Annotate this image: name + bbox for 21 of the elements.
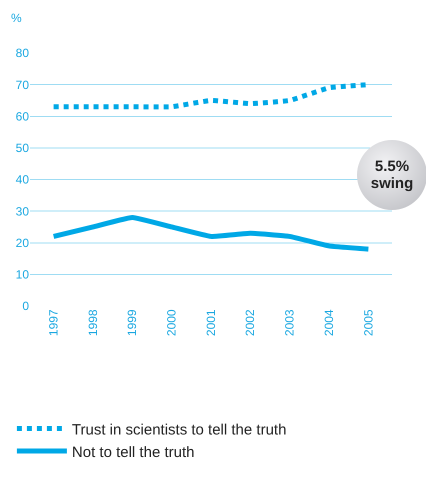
y-tick-label: 30	[16, 204, 30, 218]
y-tick-label: 70	[16, 78, 30, 92]
y-axis-title: %	[11, 11, 22, 25]
x-tick-label: 1998	[86, 309, 100, 336]
x-tick-label: 2002	[243, 309, 258, 336]
x-tick-label: 2000	[164, 309, 179, 336]
legend-label: Not to tell the truth	[72, 444, 194, 461]
x-tick-label: 2005	[361, 309, 376, 336]
y-tick-label: 10	[16, 268, 30, 282]
y-tick-label: 60	[16, 109, 30, 124]
x-tick-label: 1999	[125, 309, 140, 336]
x-tick-label: 1997	[46, 309, 61, 336]
y-tick-label: 0	[22, 299, 30, 314]
legend-label: Trust in scientists to tell the truth	[72, 421, 286, 438]
y-tick-label: 80	[16, 46, 30, 60]
x-tick-label: 2001	[204, 309, 218, 336]
x-tick-label: 2004	[322, 309, 336, 336]
x-tick-label: 2003	[282, 309, 297, 336]
y-tick-label: 20	[16, 236, 30, 250]
y-tick-label: 50	[16, 141, 30, 156]
y-tick-label: 40	[16, 172, 30, 187]
